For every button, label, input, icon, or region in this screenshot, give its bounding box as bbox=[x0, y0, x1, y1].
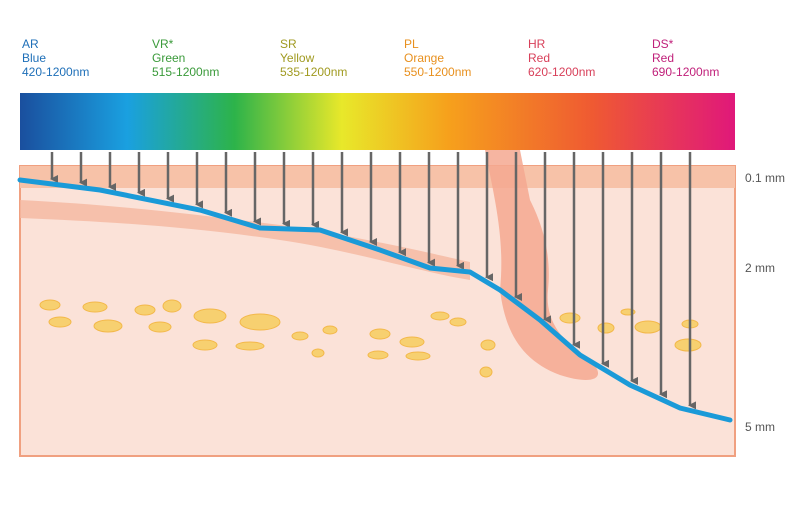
epidermis bbox=[20, 166, 735, 188]
filter-code: AR bbox=[22, 37, 39, 51]
light-arrows bbox=[50, 152, 696, 410]
spectrum-bar bbox=[20, 93, 735, 150]
penetration-curve bbox=[17, 177, 733, 423]
depth-labels: 0.1 mm 2 mm 5 mm bbox=[745, 171, 785, 434]
filter-code: DS* bbox=[652, 37, 674, 51]
fat-cells bbox=[39, 299, 702, 378]
hair-follicle bbox=[485, 150, 599, 380]
filter-code: HR bbox=[528, 37, 546, 51]
filter-range: 550-1200nm bbox=[404, 65, 471, 79]
filter-color: Red bbox=[652, 51, 674, 65]
filter-code: VR* bbox=[152, 37, 174, 51]
filter-color: Red bbox=[528, 51, 550, 65]
depth-label: 2 mm bbox=[745, 261, 775, 275]
depth-label: 5 mm bbox=[745, 420, 775, 434]
filter-color: Yellow bbox=[280, 51, 315, 65]
filter-range: 620-1200nm bbox=[528, 65, 595, 79]
filter-range: 515-1200nm bbox=[152, 65, 219, 79]
filter-color: Blue bbox=[22, 51, 46, 65]
dermis-layer bbox=[20, 200, 470, 280]
filter-range: 690-1200nm bbox=[652, 65, 719, 79]
depth-label: 0.1 mm bbox=[745, 171, 785, 185]
filter-color: Green bbox=[152, 51, 185, 65]
filter-code: PL bbox=[404, 37, 419, 51]
filter-range: 535-1200nm bbox=[280, 65, 347, 79]
filter-range: 420-1200nm bbox=[22, 65, 89, 79]
filter-color: Orange bbox=[404, 51, 444, 65]
filter-code: SR bbox=[280, 37, 297, 51]
